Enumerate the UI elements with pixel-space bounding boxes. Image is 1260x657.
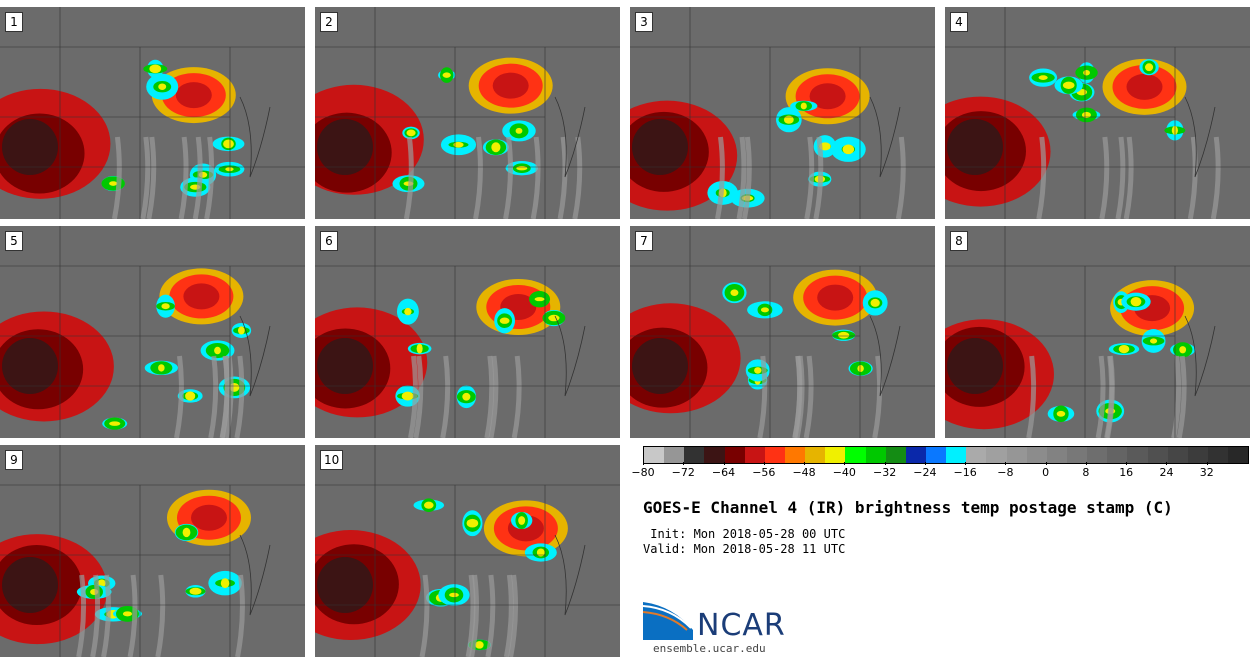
brightness-temp-map (945, 226, 1250, 438)
tick-mark (723, 462, 725, 465)
colorbar-swatch (966, 447, 987, 463)
panel-number: 1 (5, 12, 23, 32)
colorbar-swatch (1026, 447, 1047, 463)
panel-number: 5 (5, 231, 23, 251)
logo-name: NCAR (697, 608, 786, 643)
tick-mark (1166, 462, 1168, 465)
colorbar-swatch (784, 447, 806, 463)
colorbar-swatch (946, 447, 967, 463)
postage-stamp-panel: 2 (315, 7, 620, 219)
tick-mark (884, 462, 886, 465)
tick-mark (804, 462, 806, 465)
colorbar-swatch (744, 447, 765, 463)
tick-label: −16 (953, 466, 977, 479)
tick-mark (844, 462, 846, 465)
colorbar-swatch (1187, 447, 1208, 463)
brightness-temp-map (0, 445, 305, 657)
panel-number: 3 (635, 12, 653, 32)
colorbar-swatch (1066, 447, 1088, 463)
brightness-temp-map (630, 7, 935, 219)
postage-stamp-panel: 8 (945, 226, 1250, 438)
colorbar-swatch (925, 447, 947, 463)
postage-stamp-panel: 4 (945, 7, 1250, 219)
panel-number: 8 (950, 231, 968, 251)
postage-stamp-panel: 10 (315, 445, 620, 657)
tick-mark (763, 462, 765, 465)
tick-label: −64 (711, 466, 736, 479)
panel-number: 9 (5, 450, 23, 470)
init-time: Init: Mon 2018-05-28 00 UTC (643, 527, 846, 541)
tick-label: 16 (1119, 466, 1134, 479)
valid-time: Valid: Mon 2018-05-28 11 UTC (643, 542, 846, 556)
tick-mark (683, 462, 685, 465)
tick-label: 8 (1082, 466, 1090, 479)
brightness-temp-map (630, 226, 935, 438)
ncar-logo-icon (643, 602, 693, 640)
panel-number: 10 (320, 450, 344, 470)
tick-label: 0 (1042, 466, 1050, 479)
tick-label: −8 (997, 466, 1014, 479)
colorbar-swatch (1107, 447, 1128, 463)
colorbar-swatch (986, 447, 1007, 463)
postage-stamp-panel: 6 (315, 226, 620, 438)
figure-title: GOES-E Channel 4 (IR) brightness temp po… (643, 498, 1173, 517)
colorbar-swatch (1087, 447, 1108, 463)
colorbar-swatch (684, 447, 705, 463)
tick-mark (965, 462, 967, 465)
tick-label: 24 (1159, 466, 1174, 479)
colorbar-swatch (845, 447, 866, 463)
colorbar-swatch (1207, 447, 1229, 463)
colorbar-swatch (905, 447, 926, 463)
brightness-temp-map (315, 445, 620, 657)
panel-number: 7 (635, 231, 653, 251)
tick-label: −80 (631, 466, 655, 479)
brightness-temp-map (945, 7, 1250, 219)
colorbar-swatch (1167, 447, 1188, 463)
logo-url: ensemble.ucar.edu (653, 642, 766, 655)
colorbar-swatch (1147, 447, 1168, 463)
tick-mark (643, 462, 644, 465)
colorbar-swatch (825, 447, 846, 463)
tick-mark (924, 462, 926, 465)
brightness-temp-map (315, 226, 620, 438)
colorbar-swatch (664, 447, 685, 463)
tick-label: 32 (1199, 466, 1214, 479)
tick-mark (1005, 462, 1007, 465)
tick-label: −72 (671, 466, 695, 479)
brightness-temp-map (315, 7, 620, 219)
colorbar-swatch (764, 447, 785, 463)
colorbar-swatch (1046, 447, 1067, 463)
colorbar-swatch (704, 447, 725, 463)
colorbar-swatch (805, 447, 826, 463)
postage-stamp-panel: 3 (630, 7, 935, 219)
postage-stamp-panel: 9 (0, 445, 305, 657)
colorbar-swatch (1127, 447, 1148, 463)
brightness-temp-map (0, 7, 305, 219)
colorbar-swatch (644, 447, 665, 463)
tick-mark (1126, 462, 1128, 465)
tick-label: −32 (872, 466, 897, 479)
colorbar (643, 446, 1249, 464)
panel-number: 2 (320, 12, 338, 32)
postage-stamp-panel: 5 (0, 226, 305, 438)
tick-mark (1206, 462, 1208, 465)
tick-label: −56 (752, 466, 776, 479)
colorbar-swatch (724, 447, 745, 463)
colorbar-swatch (1006, 447, 1027, 463)
tick-mark (1045, 462, 1047, 465)
colorbar-swatch (1228, 447, 1249, 463)
postage-stamp-panel: 1 (0, 7, 305, 219)
panel-number: 4 (950, 12, 968, 32)
panel-number: 6 (320, 231, 338, 251)
tick-label: −40 (832, 466, 856, 479)
tick-label: −48 (792, 466, 816, 479)
postage-stamp-panel: 7 (630, 226, 935, 438)
tick-mark (1085, 462, 1087, 465)
tick-label: −24 (913, 466, 937, 479)
colorbar-swatch (885, 447, 906, 463)
brightness-temp-map (0, 226, 305, 438)
colorbar-swatch (865, 447, 886, 463)
